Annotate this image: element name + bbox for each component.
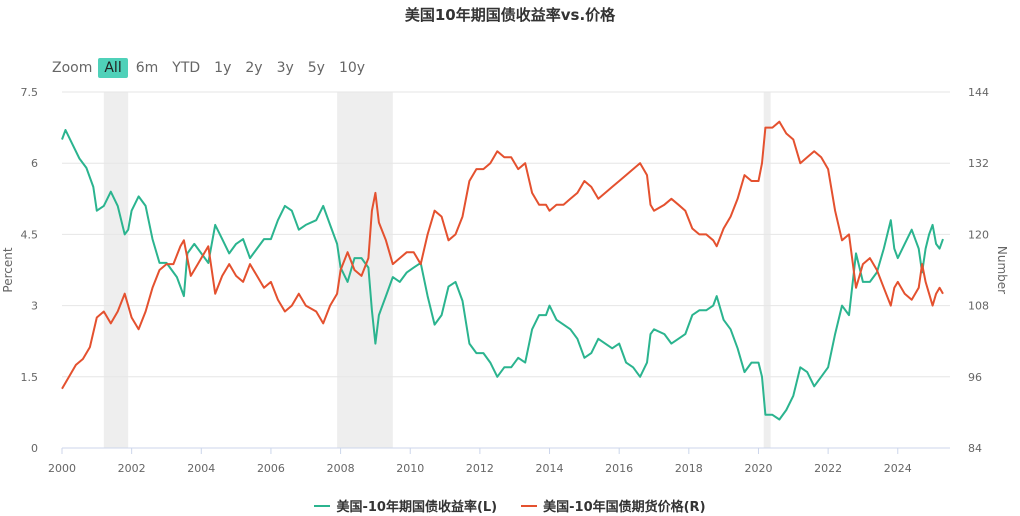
x-tick-label: 2012 [466, 462, 494, 475]
left-tick-label: 6 [31, 157, 38, 170]
right-tick-label: 120 [968, 228, 989, 241]
left-tick-label: 3 [31, 300, 38, 313]
x-tick-label: 2010 [396, 462, 424, 475]
left-tick-label: 4.5 [21, 228, 39, 241]
legend-label-yield: 美国-10年期国债收益率(L) [336, 500, 498, 515]
zoom-2y-button[interactable]: 2y [245, 60, 263, 76]
left-tick-label: 0 [31, 442, 38, 455]
zoom-10y-button[interactable]: 10y [338, 60, 366, 76]
left-tick-label: 7.5 [21, 86, 39, 99]
x-tick-label: 2002 [118, 462, 146, 475]
chart-title: 美国10年期国债收益率vs.价格 [404, 6, 616, 24]
legend-item-futures[interactable]: 美国-10年国债期货价格(R) [521, 496, 706, 515]
zoom-ytd-button[interactable]: YTD [172, 60, 201, 76]
series-line-futures [61, 120, 944, 390]
recession-band-1 [337, 92, 393, 448]
x-tick-label: 2022 [814, 462, 842, 475]
left-axis-title: Percent [1, 247, 15, 292]
zoom-all-button[interactable]: All [98, 58, 128, 78]
x-tick-label: 2004 [187, 462, 215, 475]
x-tick-label: 2018 [675, 462, 703, 475]
right-tick-label: 84 [968, 442, 982, 455]
x-tick-label: 2000 [48, 462, 76, 475]
left-tick-label: 1.5 [21, 371, 39, 384]
zoom-1y-button[interactable]: 1y [214, 60, 232, 76]
right-axis-title: Number [995, 246, 1009, 294]
zoom-5y-button[interactable]: 5y [307, 60, 325, 76]
recession-band-2 [763, 92, 771, 448]
x-tick-label: 2020 [744, 462, 772, 475]
series-line-yield [61, 129, 944, 421]
chart-legend: 美国-10年期国债收益率(L) 美国-10年国债期货价格(R) [0, 496, 1020, 515]
x-tick-label: 2006 [257, 462, 285, 475]
right-tick-label: 108 [968, 300, 989, 313]
legend-swatch-yield [314, 504, 331, 507]
zoom-3y-button[interactable]: 3y [276, 60, 294, 76]
zoom-6m-button[interactable]: 6m [135, 60, 159, 76]
legend-label-futures: 美国-10年国债期货价格(R) [543, 500, 706, 515]
right-tick-label: 144 [968, 86, 989, 99]
zoom-label: Zoom [52, 60, 93, 76]
right-tick-label: 96 [968, 371, 982, 384]
x-tick-label: 2016 [605, 462, 633, 475]
legend-item-yield[interactable]: 美国-10年期国债收益率(L) [314, 496, 497, 515]
right-tick-label: 132 [968, 157, 989, 170]
x-tick-label: 2014 [536, 462, 564, 475]
recession-band-0 [103, 92, 129, 448]
legend-swatch-futures [521, 504, 538, 507]
zoom-selector: Zoom All 6m YTD 1y 2y 3y 5y 10y [52, 58, 373, 78]
x-tick-label: 2008 [327, 462, 355, 475]
x-tick-label: 2024 [884, 462, 912, 475]
